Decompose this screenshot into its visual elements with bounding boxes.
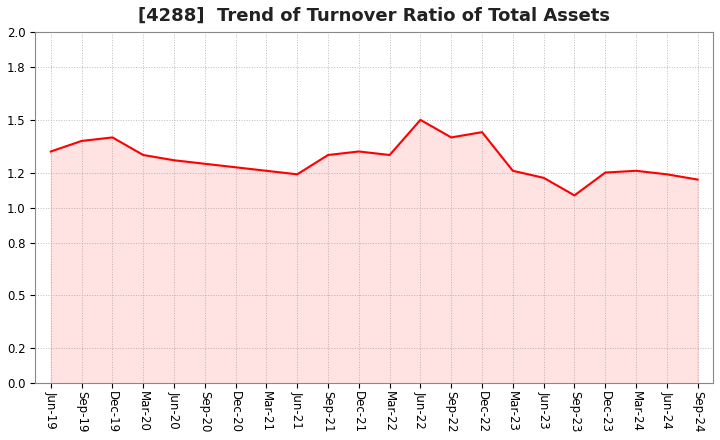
Title: [4288]  Trend of Turnover Ratio of Total Assets: [4288] Trend of Turnover Ratio of Total …: [138, 7, 611, 25]
